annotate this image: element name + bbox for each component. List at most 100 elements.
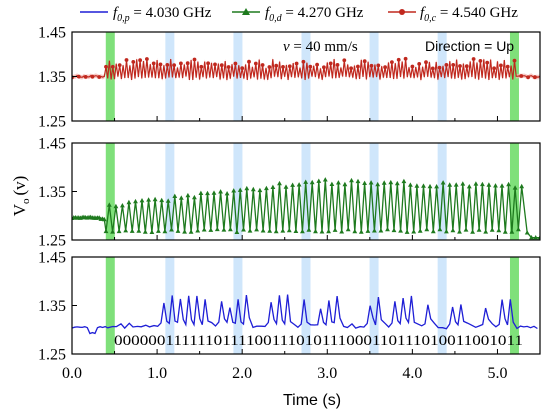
series-green-point xyxy=(277,180,282,186)
series-green-point xyxy=(182,229,187,234)
green-marker xyxy=(105,143,115,240)
series-green-point xyxy=(499,183,505,188)
blue-band xyxy=(369,143,379,240)
blue-band xyxy=(369,32,379,121)
series-green-point xyxy=(342,181,348,187)
series-green-point xyxy=(430,228,436,234)
series-green-point xyxy=(218,189,223,194)
series-green-point xyxy=(502,229,508,234)
series-green-point xyxy=(401,178,407,184)
series-red-point xyxy=(369,63,374,68)
y-tick-label: 1.45 xyxy=(38,25,66,42)
series-green-point xyxy=(169,227,174,232)
series-green-point xyxy=(172,193,178,198)
series-red-point xyxy=(349,66,353,71)
series-green-point xyxy=(280,228,286,233)
legend-entry-red: f0,c = 4.540 GHz xyxy=(388,5,518,24)
series-red-point xyxy=(444,63,449,67)
series-green-point xyxy=(139,198,145,203)
y-tick-label: 1.35 xyxy=(38,184,66,201)
series-red-point xyxy=(505,64,510,69)
series-red-point xyxy=(458,64,462,68)
series-green-point xyxy=(512,185,518,190)
x-tick-label: 3.0 xyxy=(317,365,337,382)
series-red-point xyxy=(335,63,340,67)
series-red-point xyxy=(151,61,156,66)
series-green-point xyxy=(129,228,135,233)
series-red-point xyxy=(253,61,258,66)
series-green-point xyxy=(411,229,417,234)
series-green-point xyxy=(391,227,397,233)
legend-marker-circle xyxy=(399,9,405,15)
series-green-point xyxy=(329,181,335,186)
series-green-point xyxy=(332,227,338,232)
series-green-point xyxy=(447,182,453,187)
series-green-point xyxy=(355,178,361,184)
series-red-point xyxy=(362,59,367,64)
series-red-point xyxy=(274,63,279,68)
series-red-point xyxy=(294,61,299,66)
series-green-point xyxy=(385,226,390,232)
panel-middle: 1.25 1.35 1.45 xyxy=(38,136,541,250)
series-green-point xyxy=(195,228,201,233)
series-green-point xyxy=(309,179,315,185)
annotation-speed: v = 40 mm/s xyxy=(283,39,358,55)
series-green-point xyxy=(424,226,430,232)
series-green-point xyxy=(336,180,341,185)
series-green-point xyxy=(103,228,109,234)
series-green-point xyxy=(228,226,233,232)
series-green-line xyxy=(72,179,540,239)
legend-entry-green: f0,d = 4.270 GHz xyxy=(232,5,364,24)
series-red-point xyxy=(308,64,313,69)
series-red-point xyxy=(492,66,496,71)
series-green-point xyxy=(352,228,358,234)
series-green-point xyxy=(506,181,511,187)
series-green-point xyxy=(316,178,322,183)
series-red-point xyxy=(104,64,108,69)
series-red-point xyxy=(512,58,517,63)
series-red-point xyxy=(396,57,401,62)
series-red-point xyxy=(192,57,197,62)
series-red-point xyxy=(356,64,360,69)
series-green-point xyxy=(120,203,125,208)
series-group xyxy=(72,177,540,240)
series-green-point xyxy=(476,227,482,232)
series-red-point xyxy=(138,58,143,63)
series-red-point xyxy=(226,65,231,69)
series-green-point xyxy=(450,227,456,233)
series-green-point xyxy=(267,228,273,233)
y-tick-label: 1.45 xyxy=(38,250,66,267)
series-green-point xyxy=(362,180,367,185)
series-group xyxy=(72,56,540,83)
blue-band xyxy=(437,257,447,354)
series-green-point xyxy=(244,185,250,191)
series-green-point xyxy=(162,228,168,234)
series-green-point xyxy=(296,182,302,187)
series-green-point xyxy=(231,188,237,193)
series-green-point xyxy=(178,195,184,200)
y-tick-label: 1.25 xyxy=(38,347,66,364)
y-axis-label: Vo(v) xyxy=(10,176,32,217)
series-green-point xyxy=(480,181,485,187)
legend: f0,p = 4.030 GHz f0,d = 4.270 GHz f0,c =… xyxy=(80,5,518,24)
series-green-point xyxy=(313,228,318,234)
series-green-point xyxy=(457,229,462,234)
series-red-point xyxy=(199,64,204,69)
series-green-point xyxy=(188,229,194,234)
series-green-point xyxy=(398,228,403,233)
series-red-point xyxy=(390,60,394,64)
series-red-point xyxy=(131,60,136,64)
series-blue-line xyxy=(72,294,538,335)
series-green-point xyxy=(394,180,400,186)
series-red-point xyxy=(315,62,319,67)
series-red-point xyxy=(376,63,381,68)
series-green-point xyxy=(303,179,309,184)
series-green-point xyxy=(152,196,158,202)
x-tick-label: 1.0 xyxy=(147,365,167,382)
series-red-point xyxy=(485,60,490,65)
series-green-point xyxy=(349,177,354,183)
legend-entry-blue: f0,p = 4.030 GHz xyxy=(80,5,212,24)
blue-band xyxy=(233,143,243,240)
series-green-point xyxy=(247,228,253,233)
